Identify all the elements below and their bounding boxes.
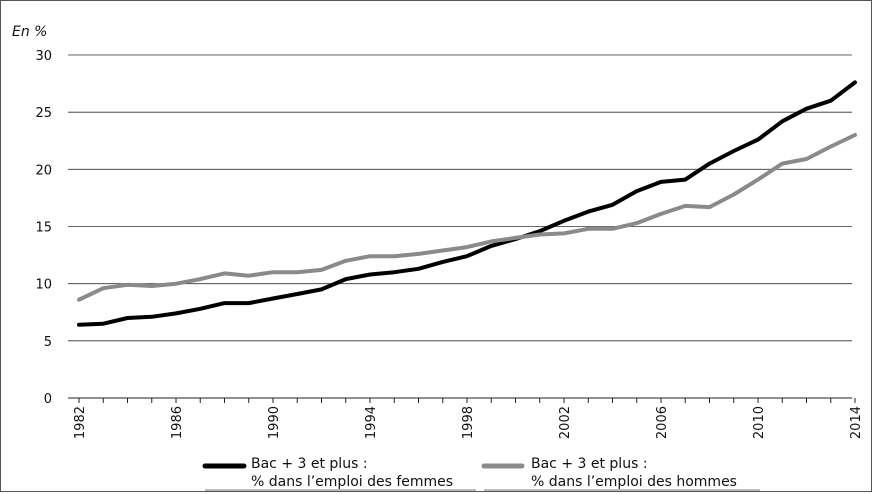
legend: Bac + 3 et plus : % dans l’emploi des fem… — [202, 456, 760, 491]
y-tick-label-15: 15 — [35, 221, 52, 236]
y-tick-label-0: 0 — [44, 392, 52, 407]
axes: 0 5 10 15 20 25 30 1982 1986 1990 1994 1998 2002 2006… — [35, 49, 864, 439]
x-tick-label-1994: 1994 — [364, 406, 379, 439]
x-tick-label-1998: 1998 — [461, 406, 476, 439]
legend-label-hommes-line1: Bac + 3 et plus : — [531, 456, 648, 472]
series-lines — [77, 80, 857, 327]
series-line-hommes — [77, 133, 857, 302]
x-tick-label-2010: 2010 — [752, 406, 767, 439]
x-tick-label-1986: 1986 — [170, 406, 185, 439]
legend-label-femmes-line1: Bac + 3 et plus : — [251, 456, 368, 472]
legend-label-hommes-line2: % dans l’emploi des hommes — [531, 474, 737, 490]
x-tick-label-2006: 2006 — [655, 406, 670, 439]
y-tick-label-25: 25 — [35, 106, 52, 121]
grid-lines — [68, 54, 852, 342]
y-tick-label-10: 10 — [35, 278, 52, 293]
series-line-femmes — [77, 80, 857, 327]
x-tick-label-1982: 1982 — [73, 406, 88, 439]
y-tick-label-20: 20 — [35, 163, 52, 178]
x-tick-label-2014: 2014 — [849, 406, 864, 439]
legend-label-femmes-line2: % dans l’emploi des femmes — [251, 474, 453, 490]
y-axis-unit-label: En % — [12, 24, 47, 40]
x-tick-label-1990: 1990 — [267, 406, 282, 439]
x-tick-label-2002: 2002 — [558, 406, 573, 439]
y-tick-label-30: 30 — [35, 49, 52, 64]
y-tick-label-5: 5 — [44, 335, 52, 350]
